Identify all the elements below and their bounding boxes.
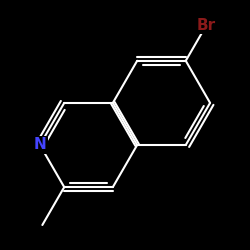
Text: N: N: [34, 138, 46, 152]
Text: Br: Br: [197, 18, 216, 32]
